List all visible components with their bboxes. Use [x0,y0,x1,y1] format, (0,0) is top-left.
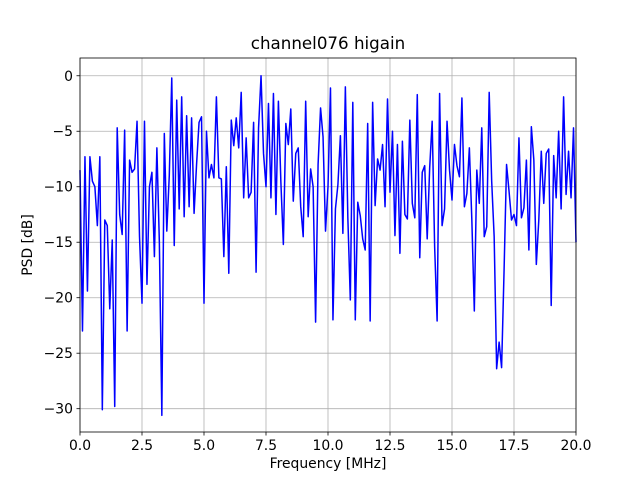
x-tick-label: 0.0 [69,438,91,454]
chart-title: channel076 higain [251,33,405,53]
y-tick-label: −5 [53,124,73,140]
x-tick-label: 17.5 [499,438,530,454]
x-tick-label: 10.0 [313,438,344,454]
x-tick-label: 7.5 [255,438,277,454]
y-axis-label: PSD [dB] [20,214,36,276]
y-tick-label: −30 [44,402,73,418]
x-tick-label: 12.5 [375,438,406,454]
plot-frame [79,57,577,433]
data-line [79,75,577,417]
x-tick-label: 5.0 [193,438,215,454]
y-tick-label: −20 [44,291,73,307]
x-axis-label: Frequency [MHz] [270,456,387,472]
x-tick-label: 2.5 [131,438,153,454]
y-tick-label: 0 [64,69,73,85]
x-tick-label: 20.0 [561,438,592,454]
y-tick-label: −25 [44,346,73,362]
y-tick-label: −10 [44,180,73,196]
x-tick-label: 15.0 [437,438,468,454]
y-tick-label: −15 [44,235,73,251]
